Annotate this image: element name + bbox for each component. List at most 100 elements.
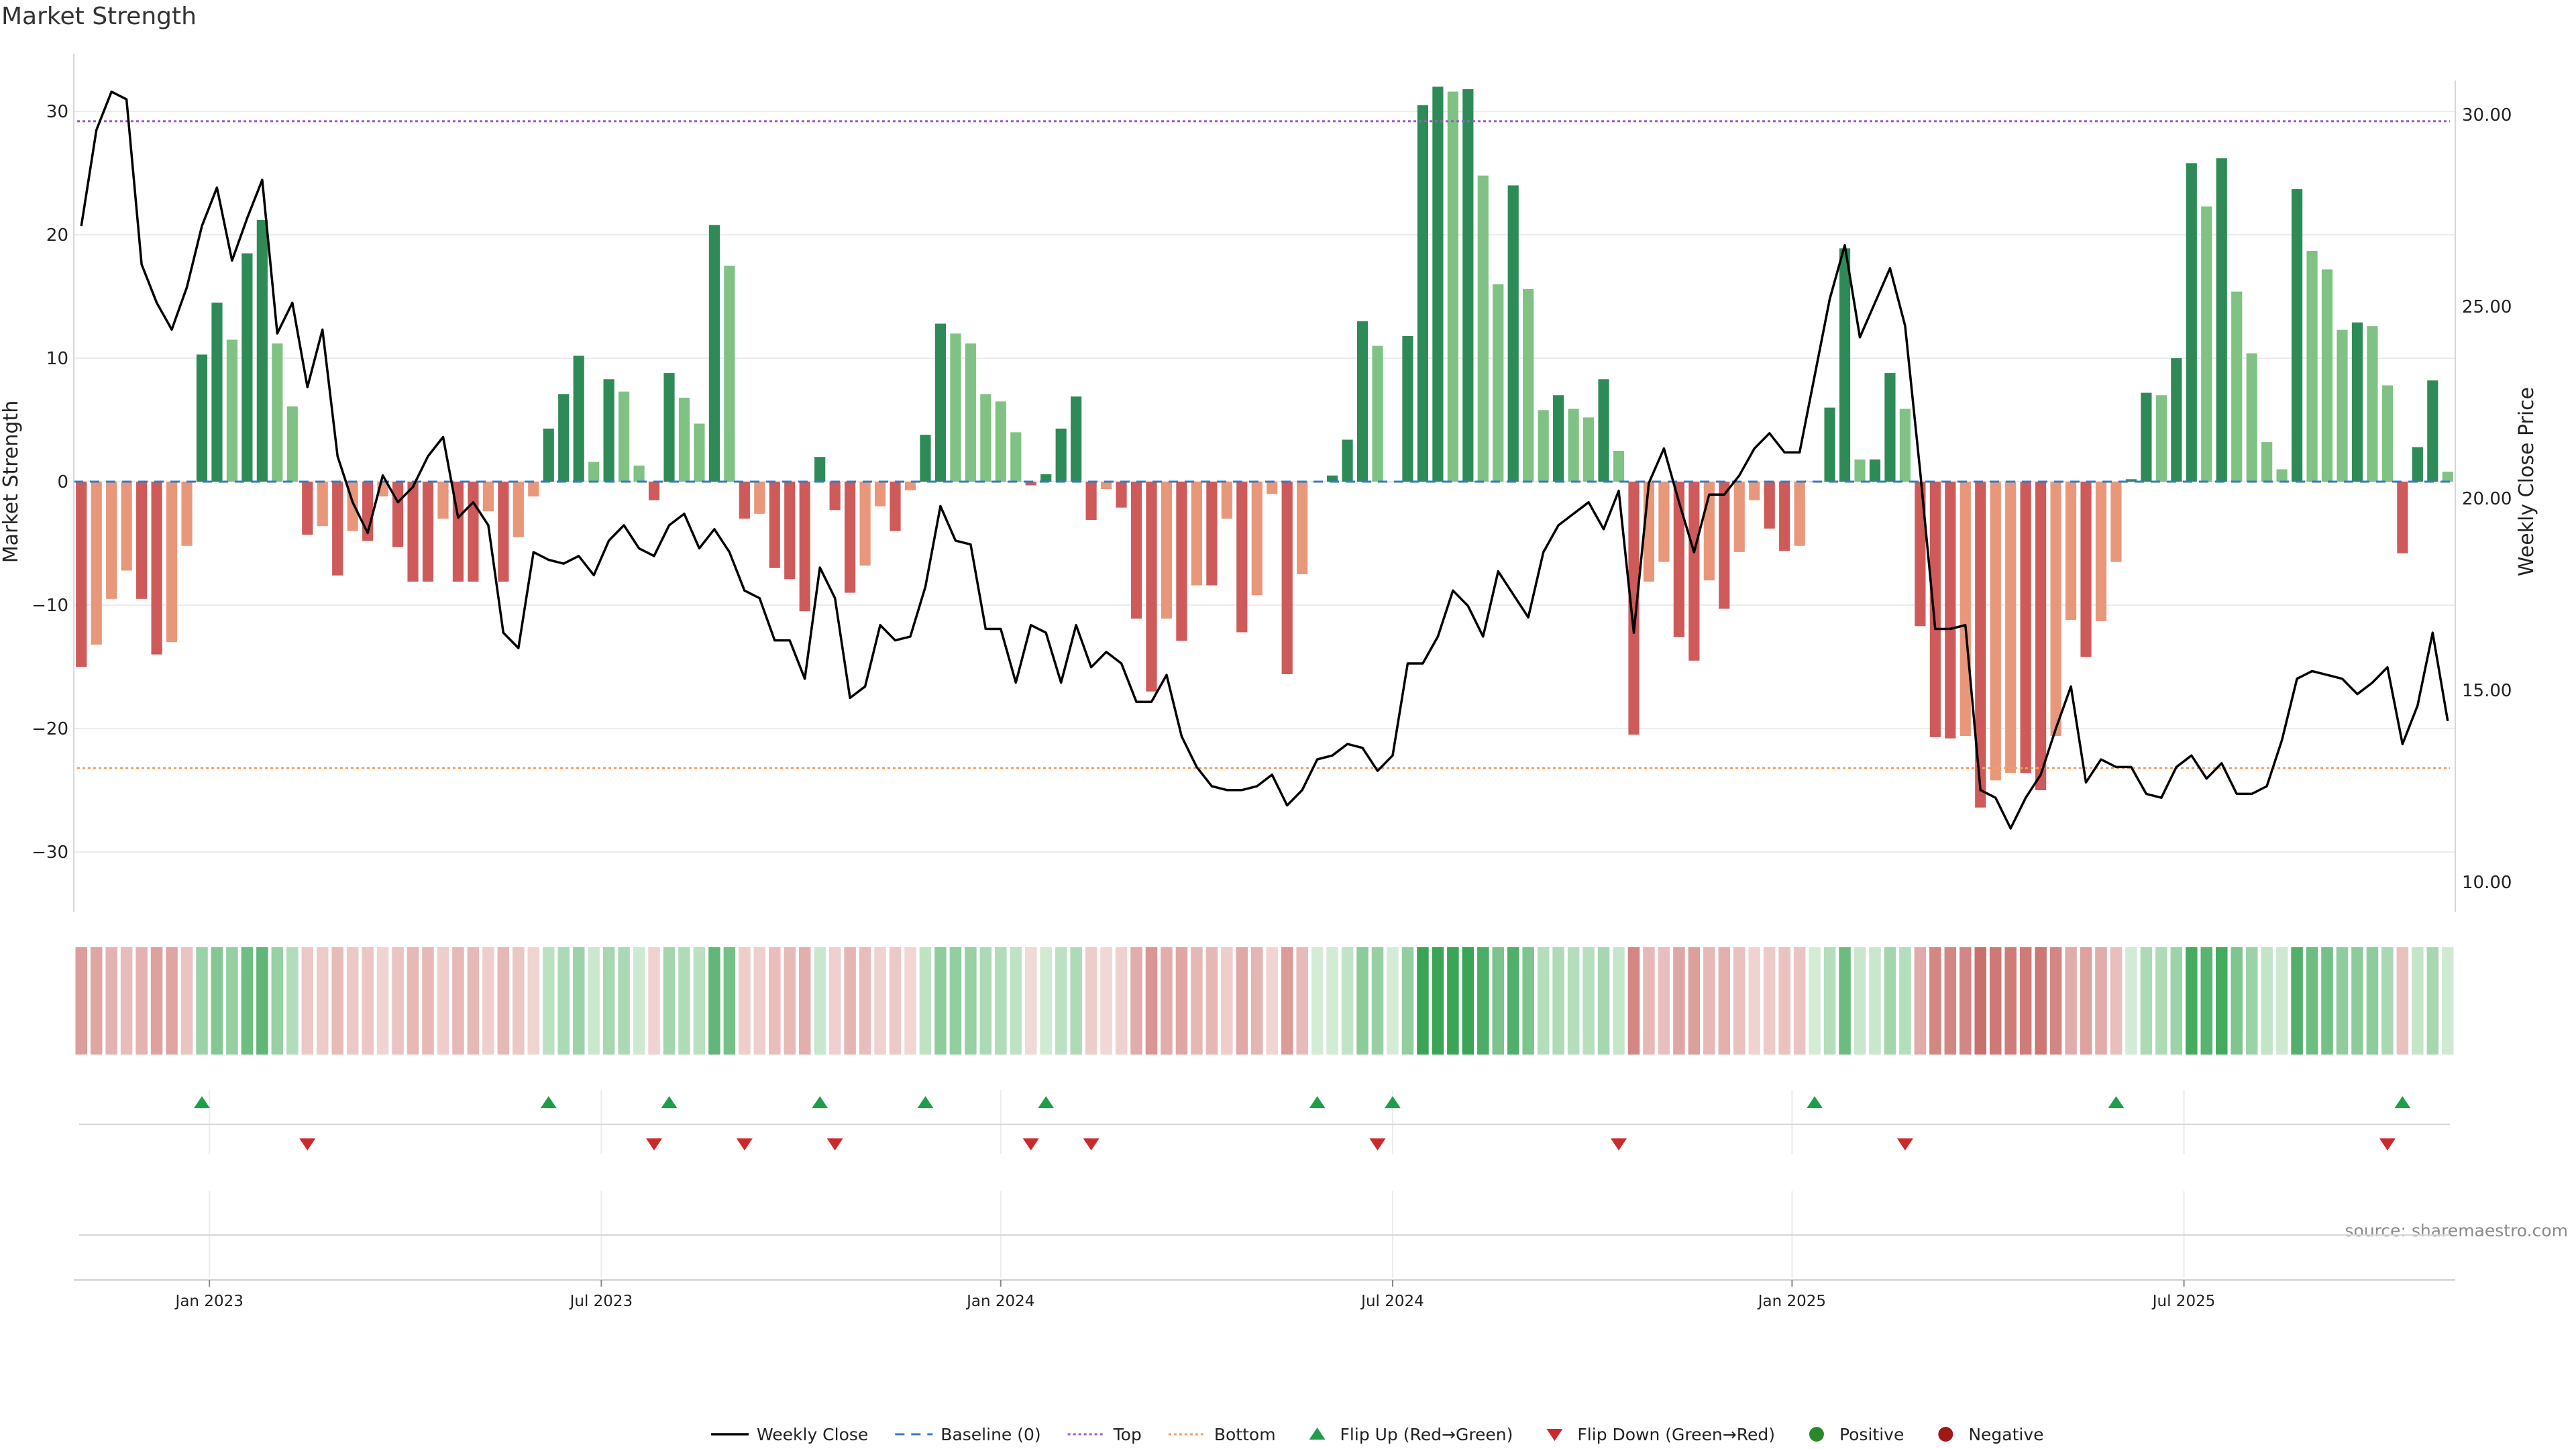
x-tick-label: Jul 2024: [1360, 1293, 1424, 1310]
legend-item[interactable]: Top: [1067, 1425, 1142, 1444]
strength-bar: [1582, 417, 1595, 482]
strength-bar: [2216, 158, 2227, 482]
strength-bar: [2080, 482, 2092, 657]
heat-cell: [2366, 947, 2379, 1055]
strength-bar: [1538, 410, 1549, 482]
heat-cell: [1597, 947, 1610, 1055]
strength-bar: [1869, 459, 1881, 482]
legend-item[interactable]: Negative: [1938, 1425, 2044, 1444]
heat-cell: [286, 947, 299, 1055]
strength-bar: [2397, 482, 2408, 553]
legend-item[interactable]: Weekly Close: [711, 1425, 868, 1444]
legend-item[interactable]: Bottom: [1168, 1425, 1276, 1444]
strength-bar: [573, 356, 584, 482]
strength-bar: [1297, 482, 1308, 574]
heat-cell: [1341, 947, 1354, 1055]
heat-cell: [693, 947, 706, 1055]
y-tick-label: 10: [46, 349, 68, 369]
heat-cell: [828, 947, 841, 1055]
strength-bar: [694, 423, 705, 482]
strength-bar: [1899, 409, 1911, 482]
strength-bar: [1794, 482, 1805, 546]
strength-bar: [1568, 409, 1579, 482]
heat-cell: [1115, 947, 1128, 1055]
legend-swatch: [1938, 1427, 1953, 1442]
heat-cell: [1266, 947, 1278, 1055]
heat-cell: [1281, 947, 1293, 1055]
strength-bar: [1523, 288, 1534, 482]
heat-cell: [196, 947, 208, 1055]
strength-bar: [1839, 248, 1851, 482]
heat-cell: [1175, 947, 1188, 1055]
heat-cell: [2245, 947, 2258, 1055]
heat-cell: [753, 947, 766, 1055]
heat-cell: [1809, 947, 1821, 1055]
strength-bar: [2201, 206, 2212, 482]
heat-cell: [1221, 947, 1233, 1055]
strength-bar: [528, 482, 539, 497]
heat-cell: [919, 947, 932, 1055]
y-tick-label: −20: [32, 719, 68, 739]
strength-bar: [1417, 105, 1429, 482]
heat-cell: [1432, 947, 1444, 1055]
heat-cell: [180, 947, 193, 1055]
strength-bar: [2442, 472, 2453, 482]
heat-cell: [1960, 947, 1972, 1055]
strength-bars: [76, 87, 2453, 808]
strength-bar: [633, 466, 645, 482]
strength-bar: [1824, 407, 1835, 482]
heat-cell: [1793, 947, 1806, 1055]
strength-bar: [1915, 482, 1926, 627]
legend-item[interactable]: Positive: [1809, 1425, 1904, 1444]
strength-bar: [2171, 358, 2182, 482]
heat-cell: [1161, 947, 1173, 1055]
heat-cell: [2261, 947, 2273, 1055]
strength-bar: [151, 482, 162, 655]
heat-cell: [2442, 947, 2454, 1055]
strength-bar: [1764, 482, 1775, 529]
strength-bar: [934, 323, 947, 482]
strength-bar: [106, 482, 117, 599]
heat-cell: [1643, 947, 1655, 1055]
legend-swatch: [1809, 1427, 1824, 1442]
heat-cell: [2065, 947, 2077, 1055]
strength-bar: [136, 482, 148, 599]
heat-cell: [1914, 947, 1927, 1055]
strength-bar: [437, 482, 449, 519]
strength-bar: [2020, 482, 2031, 773]
y2-tick-label: 25.00: [2462, 297, 2512, 317]
heat-cell: [1899, 947, 1911, 1055]
strength-bar: [1176, 482, 1187, 641]
strength-bar: [2155, 395, 2167, 482]
heat-cell: [2336, 947, 2349, 1055]
heat-cell: [1703, 947, 1715, 1055]
heat-cell: [1205, 947, 1218, 1055]
heat-cell: [859, 947, 871, 1055]
heat-cell: [618, 947, 630, 1055]
heat-cell: [527, 947, 540, 1055]
strength-bar: [317, 482, 328, 527]
axes: 30 20 10 0 −10 −20 −30 30.00 25.00 20.00 15.00 10.0…: [0, 54, 2538, 912]
y2-tick-label: 30.00: [2462, 105, 2512, 125]
legend-swatch: [1309, 1428, 1326, 1440]
strength-bar: [2141, 392, 2152, 482]
heat-cell: [2170, 947, 2183, 1055]
strength-bar: [1372, 345, 1383, 482]
strength-bar: [543, 428, 554, 482]
legend-item[interactable]: Baseline (0): [895, 1425, 1041, 1444]
heat-cell: [874, 947, 886, 1055]
strength-bar: [845, 482, 856, 593]
heat-cell: [1854, 947, 1866, 1055]
legend-label: Negative: [1968, 1425, 2043, 1444]
legend-item[interactable]: Flip Up (Red→Green): [1309, 1425, 1513, 1444]
legend-item[interactable]: Flip Down (Green→Red): [1546, 1425, 1775, 1444]
legend[interactable]: Weekly Close Baseline (0) Top Bottom Flip Up…: [711, 1425, 2044, 1444]
legend-swatch: [1546, 1429, 1563, 1441]
strength-bar: [1975, 482, 1986, 808]
strength-bar: [241, 253, 253, 482]
strength-bar: [1010, 432, 1022, 482]
strength-bar: [980, 394, 991, 482]
strength-bar: [2065, 482, 2077, 621]
chart-title: Market Strength: [1, 3, 197, 30]
heat-cell: [1537, 947, 1550, 1055]
